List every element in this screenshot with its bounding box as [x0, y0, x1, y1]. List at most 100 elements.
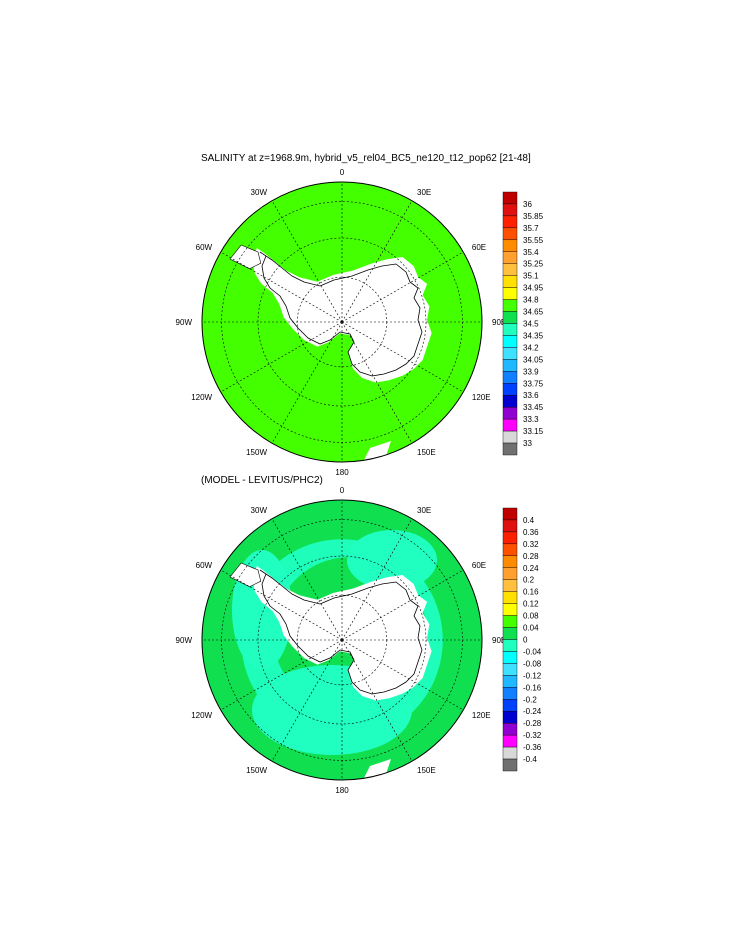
colorbar-label: 34.5 — [523, 320, 539, 329]
colorbar-swatch — [502, 395, 518, 408]
colorbar-swatch — [502, 663, 518, 676]
colorbar-label: 35.1 — [523, 272, 539, 281]
colorbar-label: 0.2 — [523, 576, 535, 585]
colorbar-swatch — [502, 615, 518, 628]
colorbar-swatch — [502, 567, 518, 580]
antarctica-coastline — [259, 251, 423, 377]
colorbar-swatch — [502, 507, 518, 521]
colorbar-swatch — [502, 311, 518, 324]
colorbar-swatch — [502, 299, 518, 312]
longitude-label: 0 — [340, 486, 345, 495]
colorbar-label: 0.36 — [523, 528, 539, 537]
colorbar-label: 0.16 — [523, 588, 539, 597]
colorbar-swatch — [502, 239, 518, 252]
colorbar-label: 33.3 — [523, 415, 539, 424]
colorbar-swatch — [502, 383, 518, 396]
colorbar-label: 33.45 — [523, 403, 544, 412]
colorbar-label: -0.32 — [523, 731, 542, 740]
colorbar-label: 34.95 — [523, 284, 544, 293]
longitude-label: 150E — [417, 448, 436, 457]
salinity-anomaly-map-panel: 0 30E 60E 90E 120E 150E 180 150W 120W 90W 60W 30W 0.… — [176, 486, 542, 795]
colorbar-swatch — [502, 287, 518, 300]
colorbar-swatch — [502, 371, 518, 384]
longitude-label: 150W — [246, 448, 267, 457]
colorbar-label: 34.65 — [523, 308, 544, 317]
colorbar-label: -0.12 — [523, 671, 542, 680]
longitude-label: 60W — [196, 561, 213, 570]
colorbar-swatch — [502, 335, 518, 348]
colorbar-swatch — [502, 555, 518, 568]
colorbar-label: -0.36 — [523, 743, 542, 752]
longitude-label: 90W — [176, 318, 193, 327]
ice-shelf-mask — [250, 561, 432, 701]
longitude-label: 90W — [176, 636, 193, 645]
colorbar-swatch — [502, 722, 518, 736]
longitude-label: 60E — [472, 561, 486, 570]
colorbar-label: 0 — [523, 636, 528, 645]
colorbar-swatch — [502, 323, 518, 336]
colorbar-swatch — [502, 699, 518, 712]
colorbar-label: -0.16 — [523, 683, 542, 692]
colorbar-swatch — [502, 531, 518, 545]
colorbar-swatch — [502, 543, 518, 557]
colorbar-swatch — [502, 215, 518, 229]
colorbar-label: 35.25 — [523, 260, 544, 269]
colorbar-swatch — [502, 603, 518, 616]
colorbar-label: -0.24 — [523, 707, 542, 716]
meridian-line — [220, 569, 343, 641]
colorbar: 36 35.85 35.7 35.55 35.4 35.25 35.1 34.95 34.8 34… — [502, 191, 544, 456]
longitude-label: 30W — [251, 188, 268, 197]
colorbar-label: 34.35 — [523, 332, 544, 341]
antarctica-coastline — [259, 569, 423, 695]
meridian-line — [341, 321, 464, 393]
longitude-label: 120W — [191, 393, 212, 402]
colorbar-swatch — [502, 263, 518, 276]
colorbar-swatch — [502, 359, 518, 372]
panel1-title: SALINITY at z=1968.9m, hybrid_v5_rel04_B… — [201, 153, 531, 164]
longitude-label: 180 — [335, 468, 349, 477]
longitude-label: 0 — [340, 168, 345, 177]
longitude-label: 90E — [492, 636, 506, 645]
meridian-line — [341, 321, 413, 444]
colorbar-label: 35.55 — [523, 236, 544, 245]
colorbar-swatch — [502, 227, 518, 241]
meridian-line — [341, 569, 464, 641]
colorbar-swatch — [502, 651, 518, 664]
colorbar-label: 34.8 — [523, 296, 539, 305]
colorbar-swatch — [502, 711, 518, 724]
anomaly-region — [347, 530, 437, 590]
longitude-label: 150E — [417, 766, 436, 775]
colorbar-swatch — [502, 203, 518, 217]
colorbar-swatch — [502, 675, 518, 688]
colorbar-label: 34.2 — [523, 343, 539, 352]
longitude-label: 60E — [472, 243, 486, 252]
longitude-label: 90E — [492, 318, 506, 327]
colorbar-swatch — [502, 687, 518, 700]
longitude-label: 120E — [472, 711, 491, 720]
longitude-label: 150W — [246, 766, 267, 775]
colorbar-label: -0.08 — [523, 659, 542, 668]
colorbar-label: 0.28 — [523, 552, 539, 561]
colorbar-swatch — [502, 275, 518, 288]
colorbar-label: -0.28 — [523, 719, 542, 728]
meridian-line — [341, 639, 413, 762]
colorbar-swatch — [502, 639, 518, 652]
colorbar-label: 33.6 — [523, 391, 539, 400]
colorbar-label: -0.04 — [523, 648, 542, 657]
longitude-label: 30E — [417, 506, 431, 515]
colorbar-label: 35.85 — [523, 212, 544, 221]
meridian-line — [271, 639, 343, 762]
colorbar-label: 0.08 — [523, 612, 539, 621]
colorbar-swatch — [502, 191, 518, 205]
colorbar-swatch — [502, 627, 518, 640]
meridian-line — [220, 251, 343, 323]
meridian-line — [220, 639, 343, 711]
colorbar-label: 33.9 — [523, 367, 539, 376]
meridian-line — [220, 321, 343, 393]
colorbar-swatch — [502, 746, 518, 760]
colorbar-label: 0.04 — [523, 624, 539, 633]
colorbar-label: 34.05 — [523, 355, 544, 364]
colorbar-label: 35.4 — [523, 248, 539, 257]
colorbar-swatch — [502, 406, 518, 420]
